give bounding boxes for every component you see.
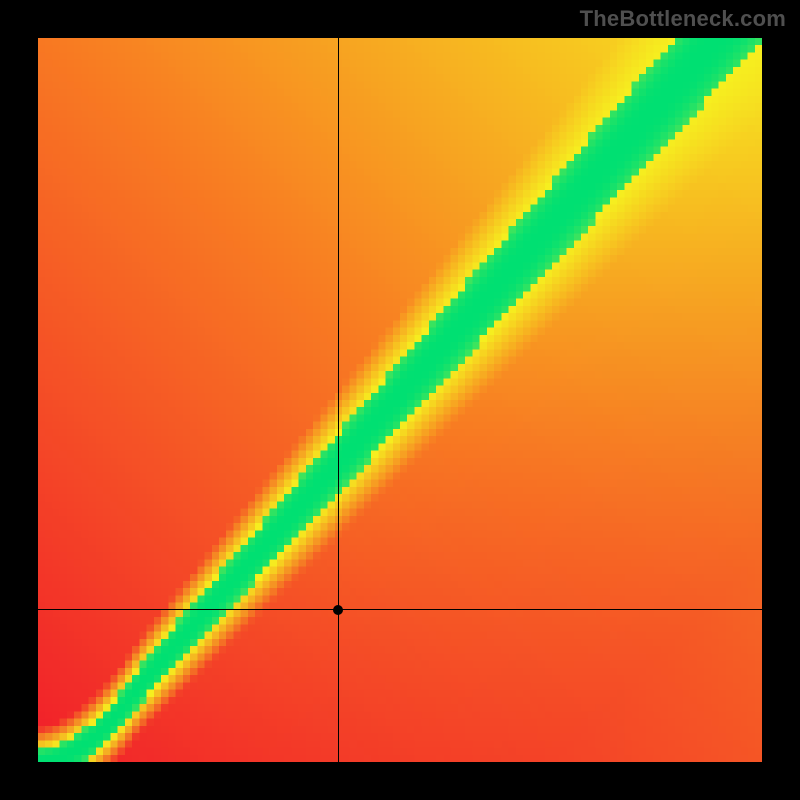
crosshair-layer: [38, 38, 762, 762]
attribution-text: TheBottleneck.com: [580, 6, 786, 32]
stage: TheBottleneck.com: [0, 0, 800, 800]
plot-area: [38, 38, 762, 762]
crosshair-vertical-line: [338, 38, 339, 762]
crosshair-dot[interactable]: [333, 605, 343, 615]
crosshair-horizontal-line: [38, 609, 762, 610]
